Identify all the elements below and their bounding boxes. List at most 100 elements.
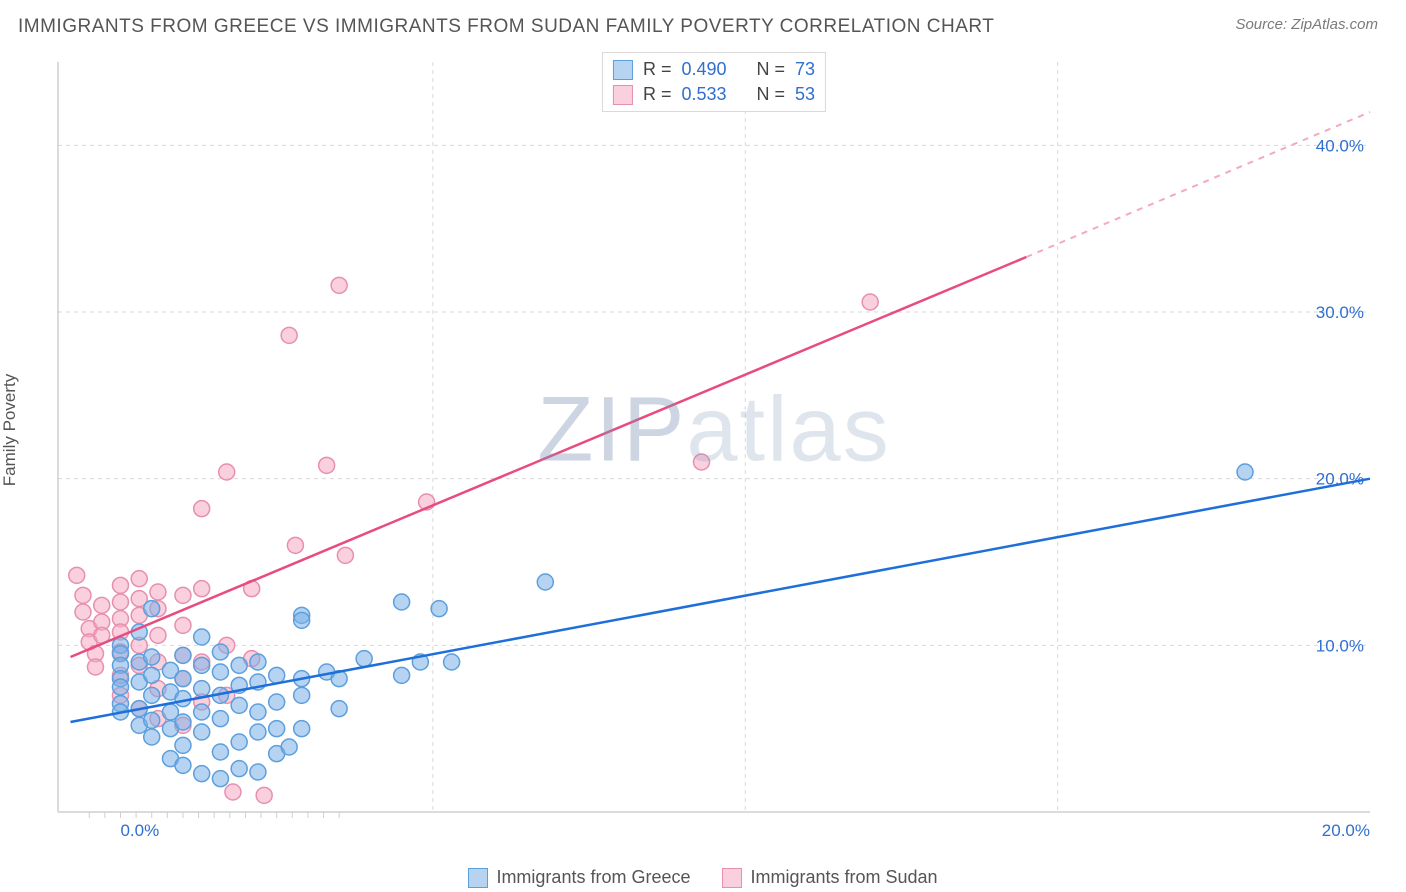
n-label: N = [757, 59, 786, 80]
data-point-greece [212, 744, 228, 760]
data-point-greece [269, 667, 285, 683]
data-point-sudan [150, 584, 166, 600]
data-point-sudan [150, 627, 166, 643]
data-point-sudan [694, 454, 710, 470]
header: IMMIGRANTS FROM GREECE VS IMMIGRANTS FRO… [0, 0, 1406, 44]
data-point-greece [175, 714, 191, 730]
data-point-greece [144, 729, 160, 745]
data-point-greece [294, 721, 310, 737]
r-value-greece: 0.490 [681, 59, 726, 80]
data-point-sudan [87, 659, 103, 675]
data-point-greece [175, 737, 191, 753]
swatch-blue-icon [468, 868, 488, 888]
data-point-greece [269, 694, 285, 710]
data-point-greece [194, 704, 210, 720]
data-point-greece [231, 697, 247, 713]
data-point-sudan [175, 587, 191, 603]
data-point-greece [144, 601, 160, 617]
data-point-greece [294, 612, 310, 628]
legend-item-greece: Immigrants from Greece [468, 867, 690, 888]
legend-series: Immigrants from Greece Immigrants from S… [0, 867, 1406, 888]
data-point-greece [144, 712, 160, 728]
trend-line-greece [70, 479, 1370, 722]
data-point-sudan [75, 604, 91, 620]
legend-row-sudan: R = 0.533 N = 53 [613, 82, 815, 107]
data-point-sudan [194, 501, 210, 517]
chart-area: 10.0%20.0%30.0%40.0%0.0%20.0% ZIPatlas R… [48, 52, 1380, 840]
data-point-greece [144, 649, 160, 665]
data-point-sudan [862, 294, 878, 310]
data-point-sudan [287, 537, 303, 553]
y-tick-label: 20.0% [1316, 470, 1364, 489]
data-point-greece [194, 629, 210, 645]
data-point-greece [175, 647, 191, 663]
data-point-greece [269, 721, 285, 737]
chart-title: IMMIGRANTS FROM GREECE VS IMMIGRANTS FRO… [18, 16, 994, 38]
data-point-greece [231, 761, 247, 777]
data-point-greece [112, 679, 128, 695]
r-value-sudan: 0.533 [681, 84, 726, 105]
r-label: R = [643, 59, 672, 80]
swatch-pink-icon [722, 868, 742, 888]
data-point-greece [250, 704, 266, 720]
data-point-sudan [256, 787, 272, 803]
legend-label-sudan: Immigrants from Sudan [750, 867, 937, 888]
data-point-greece [194, 657, 210, 673]
x-tick-label: 20.0% [1322, 821, 1370, 840]
data-point-greece [194, 681, 210, 697]
data-point-sudan [337, 547, 353, 563]
data-point-greece [331, 701, 347, 717]
data-point-greece [231, 657, 247, 673]
data-point-greece [231, 734, 247, 750]
swatch-pink-icon [613, 85, 633, 105]
data-point-sudan [75, 587, 91, 603]
data-point-sudan [331, 277, 347, 293]
data-point-greece [250, 654, 266, 670]
data-point-greece [175, 757, 191, 773]
y-tick-label: 10.0% [1316, 636, 1364, 655]
trend-line-sudan-extrapolated [1026, 112, 1370, 257]
data-point-greece [194, 766, 210, 782]
x-tick-label: 0.0% [120, 821, 159, 840]
source-credit: Source: ZipAtlas.com [1235, 16, 1378, 33]
data-point-greece [394, 594, 410, 610]
data-point-sudan [219, 464, 235, 480]
data-point-greece [281, 739, 297, 755]
legend-item-sudan: Immigrants from Sudan [722, 867, 937, 888]
data-point-greece [444, 654, 460, 670]
data-point-sudan [319, 457, 335, 473]
swatch-blue-icon [613, 60, 633, 80]
n-label: N = [757, 84, 786, 105]
data-point-sudan [194, 581, 210, 597]
data-point-greece [431, 601, 447, 617]
y-tick-label: 30.0% [1316, 303, 1364, 322]
legend-correlation: R = 0.490 N = 73 R = 0.533 N = 53 [602, 52, 826, 112]
data-point-greece [250, 764, 266, 780]
data-point-sudan [131, 571, 147, 587]
y-axis-label: Family Poverty [0, 374, 20, 486]
data-point-greece [356, 651, 372, 667]
trend-line-sudan [70, 257, 1026, 657]
data-point-greece [212, 771, 228, 787]
data-point-sudan [281, 327, 297, 343]
n-value-greece: 73 [795, 59, 815, 80]
data-point-greece [294, 687, 310, 703]
data-point-greece [212, 664, 228, 680]
legend-label-greece: Immigrants from Greece [496, 867, 690, 888]
r-label: R = [643, 84, 672, 105]
data-point-greece [144, 667, 160, 683]
y-tick-label: 40.0% [1316, 136, 1364, 155]
scatter-plot: 10.0% 20.0% 30.0% 40.0% 0.0% 20.0% [48, 52, 1380, 840]
data-point-greece [212, 644, 228, 660]
data-point-sudan [112, 577, 128, 593]
data-point-greece [1237, 464, 1253, 480]
data-point-greece [537, 574, 553, 590]
data-point-sudan [225, 784, 241, 800]
data-point-greece [175, 671, 191, 687]
data-point-greece [194, 724, 210, 740]
data-point-sudan [175, 617, 191, 633]
data-point-greece [212, 711, 228, 727]
n-value-sudan: 53 [795, 84, 815, 105]
data-point-greece [394, 667, 410, 683]
data-point-sudan [112, 594, 128, 610]
